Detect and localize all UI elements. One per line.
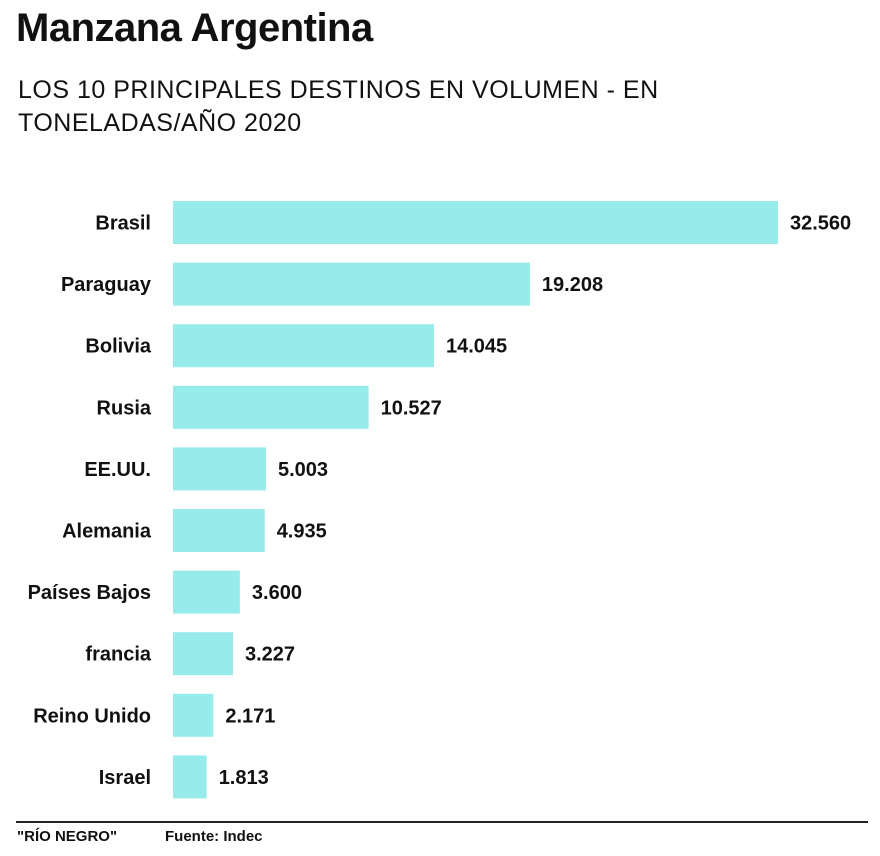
value-label: 32.560 <box>790 213 851 235</box>
chart-title: Manzana Argentina <box>16 6 373 50</box>
value-label: 1.813 <box>219 767 269 789</box>
category-label: Reino Unido <box>33 705 151 727</box>
category-label: Rusia <box>97 397 152 419</box>
value-label: 3.227 <box>245 644 295 666</box>
value-label: 19.208 <box>542 274 603 296</box>
category-label: Brasil <box>95 213 151 235</box>
value-label: 14.045 <box>446 336 507 358</box>
bar-8 <box>173 693 214 737</box>
bar-0 <box>173 201 778 244</box>
bar-7 <box>173 632 233 676</box>
footer-source: Fuente: Indec <box>165 828 263 845</box>
footer-credit: "RÍO NEGRO" <box>17 828 118 845</box>
bar-4 <box>173 447 266 491</box>
value-label: 10.527 <box>381 397 442 419</box>
value-label: 2.171 <box>225 705 275 727</box>
bar-6 <box>173 570 240 614</box>
footer-divider <box>16 821 868 823</box>
category-label: EE.UU. <box>84 459 151 481</box>
bar-3 <box>173 385 369 429</box>
category-label: francia <box>85 644 151 666</box>
value-label: 3.600 <box>252 582 302 604</box>
bar-1 <box>173 262 530 306</box>
category-label: Bolivia <box>85 336 151 358</box>
value-label: 5.003 <box>278 459 328 481</box>
bar-2 <box>173 324 434 368</box>
category-label: Paraguay <box>61 274 152 296</box>
chart-subtitle: LOS 10 PRINCIPALES DESTINOS EN VOLUMEN -… <box>18 76 659 137</box>
category-label: Israel <box>99 767 151 789</box>
bar-chart: Brasil 32.560 Paraguay 19.208 Bolivia 14.045 R… <box>28 201 851 799</box>
category-label: Alemania <box>62 521 152 543</box>
bar-9 <box>173 755 207 799</box>
value-label: 4.935 <box>277 521 327 543</box>
category-label: Países Bajos <box>28 582 151 604</box>
bar-5 <box>173 509 265 552</box>
